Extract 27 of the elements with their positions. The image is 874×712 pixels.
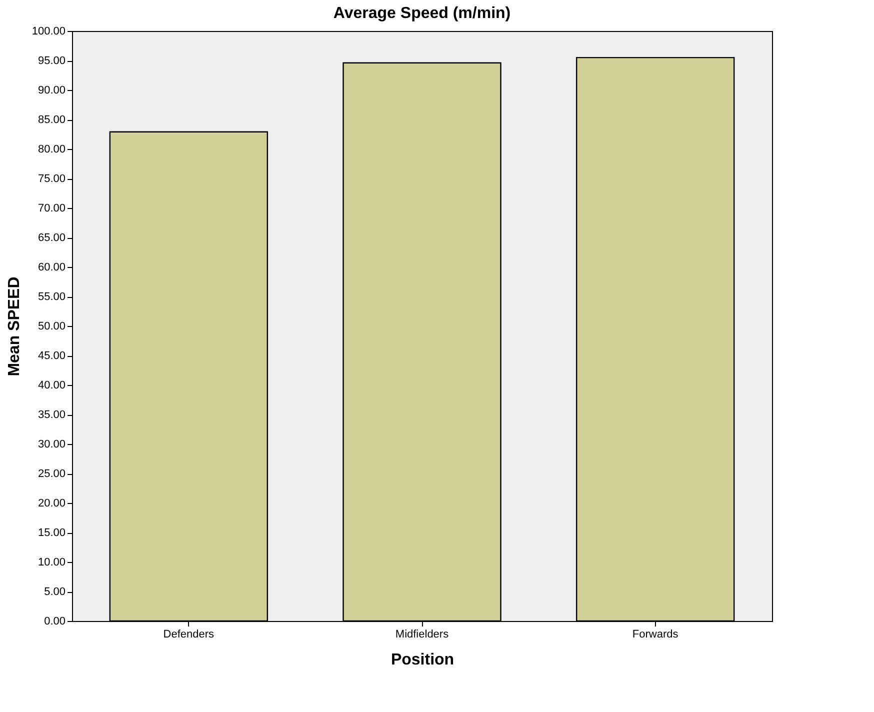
x-tick-label: Forwards [632,628,679,640]
y-tick-label: 80.00 [38,144,66,156]
y-tick-label: 15.00 [38,527,66,539]
y-tick-label: 30.00 [38,438,66,450]
y-tick-label: 5.00 [44,586,66,598]
y-tick-label: 25.00 [38,468,66,480]
y-tick-label: 95.00 [38,55,66,67]
y-tick-label: 90.00 [38,84,66,96]
x-axis-title: Position [390,652,454,668]
y-tick-label: 10.00 [38,556,66,568]
y-tick-label: 70.00 [38,202,66,214]
x-tick-label: Defenders [163,628,215,640]
y-tick-label: 65.00 [38,232,66,244]
x-tick-label: Midfielders [395,628,450,640]
y-tick-label: 75.00 [38,173,66,185]
y-tick-label: 60.00 [38,262,66,274]
y-axis-title: Mean SPEED [6,276,23,376]
y-tick-label: 40.00 [38,380,66,392]
y-tick-label: 55.00 [38,291,66,303]
y-tick-label: 50.00 [38,320,66,332]
y-tick-label: 100.00 [32,26,66,38]
y-tick-label: 20.00 [38,498,66,510]
y-tick-label: 45.00 [38,350,66,362]
y-tick-label: 0.00 [44,616,66,628]
chart-title: Average Speed (m/min) [333,5,511,22]
y-tick-label: 85.00 [38,114,66,126]
y-tick-label: 35.00 [38,409,66,421]
